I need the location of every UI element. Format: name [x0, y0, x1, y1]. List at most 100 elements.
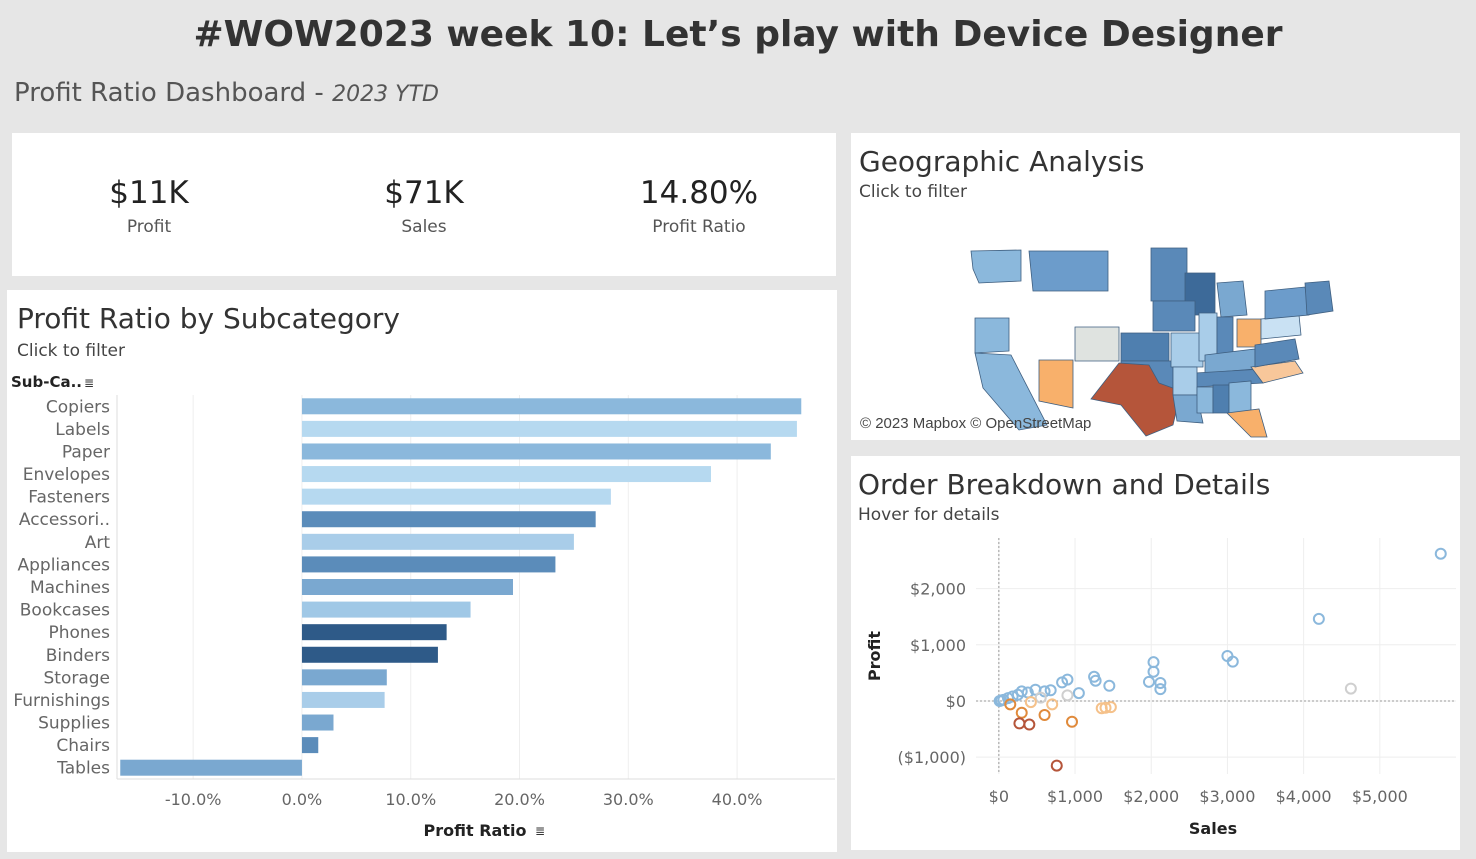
state-mo[interactable]: [1170, 332, 1204, 368]
state-la[interactable]: [1172, 394, 1204, 424]
x-tick-label: 40.0%: [712, 790, 763, 809]
state-or[interactable]: [974, 317, 1010, 354]
scatter-point[interactable]: [1142, 675, 1155, 688]
bar-envelopes[interactable]: [301, 466, 711, 483]
scatter-point[interactable]: [1044, 684, 1057, 697]
scatter-point[interactable]: [1050, 759, 1063, 772]
scatter-title: Order Breakdown and Details: [858, 468, 1271, 501]
bar-chart-hint: Click to filter: [17, 341, 125, 361]
y-tick-label: ($1,000): [898, 748, 966, 767]
bar-binders[interactable]: [301, 646, 438, 663]
scatter-point[interactable]: [1103, 679, 1116, 692]
us-map[interactable]: [851, 133, 1460, 440]
bar-bookcases[interactable]: [301, 601, 471, 618]
bar-appliances[interactable]: [301, 556, 556, 573]
bar-labels[interactable]: [301, 420, 797, 437]
state-oh[interactable]: [1236, 318, 1262, 348]
bar-chart: Sub-Ca.. ≣-10.0% 0.0% 10.0% 20.0% 30.0% 40.0%C…: [11, 373, 835, 840]
scatter-point[interactable]: [1147, 665, 1160, 678]
category-label: Storage: [43, 668, 110, 688]
scatter-point[interactable]: [1089, 674, 1102, 687]
geo-panel: Geographic Analysis Click to filter: [851, 133, 1460, 440]
x-tick-label: $3,000: [1199, 787, 1255, 806]
state-fl[interactable]: [1226, 408, 1268, 438]
category-label: Appliances: [17, 555, 110, 575]
bar-tables[interactable]: [120, 759, 302, 776]
scatter-point[interactable]: [1226, 655, 1239, 668]
scatter-point[interactable]: [1434, 547, 1447, 560]
category-label: Furnishings: [13, 691, 110, 711]
category-label: Envelopes: [23, 465, 110, 485]
bar-copiers[interactable]: [301, 398, 802, 415]
bar-chairs[interactable]: [301, 737, 319, 754]
state-ia[interactable]: [1152, 300, 1196, 332]
state-ms[interactable]: [1196, 386, 1214, 414]
scatter-point[interactable]: [1312, 612, 1325, 625]
state-mt[interactable]: [1028, 250, 1109, 292]
sort-icon: ≣: [535, 824, 545, 838]
state-co[interactable]: [1074, 326, 1120, 362]
scatter-point[interactable]: [1099, 701, 1112, 714]
state-va[interactable]: [1254, 338, 1300, 368]
scatter-point[interactable]: [1154, 683, 1167, 696]
bar-supplies[interactable]: [301, 714, 334, 731]
state-nc[interactable]: [1250, 360, 1304, 384]
state-ar[interactable]: [1172, 366, 1198, 396]
bar-machines[interactable]: [301, 579, 513, 595]
x-tick-label: 10.0%: [385, 790, 436, 809]
bar-storage[interactable]: [301, 669, 387, 686]
x-tick-label: $2,000: [1123, 787, 1179, 806]
scatter-point[interactable]: [1147, 656, 1160, 669]
bar-fasteners[interactable]: [301, 488, 611, 505]
x-tick-label: 0.0%: [282, 790, 323, 809]
scatter-point[interactable]: [1038, 709, 1051, 721]
scatter-point[interactable]: [993, 694, 1006, 707]
bar-furnishings[interactable]: [301, 691, 385, 708]
scatter-point[interactable]: [1154, 676, 1167, 689]
scatter-point[interactable]: [1056, 676, 1069, 689]
kpi-label: Profit: [126, 217, 172, 237]
scatter-point[interactable]: [1015, 706, 1028, 719]
scatter-point[interactable]: [1344, 682, 1357, 695]
scatter-point[interactable]: [1066, 715, 1078, 728]
state-wa[interactable]: [970, 249, 1022, 284]
kpi-profit-ratio: 14.80% Profit Ratio: [589, 175, 809, 237]
scatter-point[interactable]: [1029, 683, 1042, 696]
category-label: Chairs: [56, 736, 110, 756]
state-az[interactable]: [1038, 359, 1074, 409]
scatter-point[interactable]: [1023, 718, 1036, 731]
scatter-point[interactable]: [1013, 717, 1026, 730]
kpi-value: $71K: [384, 175, 464, 211]
state-mn[interactable]: [1150, 247, 1188, 302]
category-label: Binders: [46, 646, 110, 666]
state-ny[interactable]: [1264, 286, 1310, 320]
state-ca[interactable]: [974, 352, 1048, 431]
category-label: Accessori..: [19, 510, 110, 530]
scatter-point[interactable]: [1034, 691, 1047, 704]
dimension-header[interactable]: Sub-Ca..: [11, 373, 82, 391]
scatter-point[interactable]: [1072, 687, 1085, 700]
bar-phones[interactable]: [301, 624, 447, 641]
category-label: Art: [85, 533, 111, 553]
bar-art[interactable]: [301, 533, 574, 550]
bar-paper[interactable]: [301, 443, 771, 460]
bar-accessori[interactable]: [301, 511, 596, 528]
scatter-point[interactable]: [1104, 701, 1117, 714]
dashboard-title: #WOW2023 week 10: Let’s play with Device…: [193, 14, 1283, 55]
scatter-point[interactable]: [1004, 698, 1017, 711]
scatter-point[interactable]: [1046, 698, 1059, 711]
scatter-point[interactable]: [1024, 696, 1037, 709]
bar-chart-title: Profit Ratio by Subcategory: [17, 302, 401, 335]
geo-hint: Click to filter: [859, 182, 967, 202]
scatter-point[interactable]: [1061, 689, 1074, 702]
x-tick-label: $1,000: [1047, 787, 1103, 806]
state-mi[interactable]: [1216, 280, 1248, 318]
state-tx[interactable]: [1090, 362, 1182, 437]
y-tick-label: $0: [946, 692, 966, 711]
state-al[interactable]: [1212, 384, 1230, 414]
kpi-panel: $11K Profit $71K Sales 14.80% Profit Rat…: [12, 133, 836, 276]
state-ne[interactable]: [1304, 280, 1334, 316]
state-ga[interactable]: [1228, 380, 1252, 414]
category-label: Labels: [55, 420, 110, 440]
state-ks[interactable]: [1120, 332, 1170, 362]
